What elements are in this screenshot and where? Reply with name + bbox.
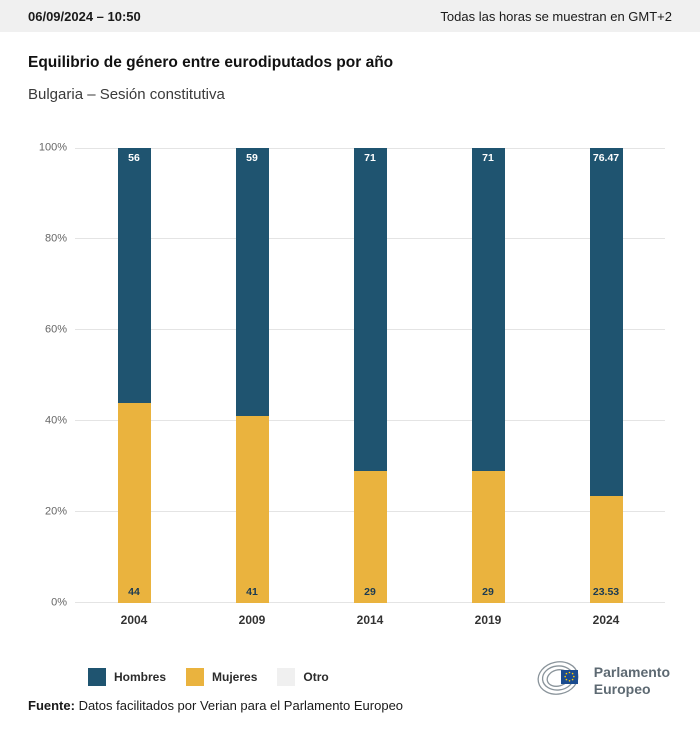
- timezone-note: Todas las horas se muestran en GMT+2: [440, 8, 672, 24]
- y-axis-tick-label: 80%: [44, 232, 67, 245]
- source-label: Fuente:: [28, 698, 75, 713]
- bar-segment-mujeres[interactable]: 41: [235, 416, 269, 603]
- bar-segment-hombres[interactable]: 56: [117, 148, 151, 403]
- eu-flag: [560, 670, 578, 684]
- bar-value-label: 71: [364, 152, 376, 164]
- x-axis-category-label: 2014: [356, 613, 384, 627]
- y-axis-tick-label: 60%: [44, 323, 67, 336]
- bar-value-label: 56: [128, 152, 140, 164]
- x-axis-category-label: 2019: [474, 613, 502, 627]
- source-text: Datos facilitados por Verian para el Par…: [74, 698, 404, 713]
- bars-row: 56 44 2004 59 41 2009 71 29 2014 71 29 2019 76.47 23.…: [75, 148, 665, 627]
- bar-value-label: 59: [246, 152, 258, 164]
- legend-item-hombres[interactable]: Hombres: [88, 668, 166, 686]
- logo-wordmark: Parlamento Europeo: [594, 664, 670, 698]
- bar-value-label: 44: [128, 586, 140, 599]
- legend-label: Otro: [303, 670, 329, 684]
- bar-segment-mujeres[interactable]: 29: [471, 471, 505, 603]
- bar-segment-hombres[interactable]: 76.47: [589, 148, 623, 496]
- x-axis-category-label: 2004: [120, 613, 148, 627]
- y-axis-tick-label: 100%: [38, 141, 67, 154]
- legend-item-otro[interactable]: Otro: [277, 668, 329, 686]
- bar-value-label: 29: [364, 586, 376, 599]
- y-axis-tick-label: 40%: [44, 414, 67, 427]
- stacked-bar-2004[interactable]: 56 44 2004: [117, 148, 151, 627]
- stacked-bar-2019[interactable]: 71 29 2019: [471, 148, 505, 627]
- plot-area: 0% 20% 40% 60% 80% 100% 56 44 2004 59 41 2009 71 29 20…: [39, 142, 665, 627]
- legend-swatch: [277, 668, 296, 686]
- bar-segment-mujeres[interactable]: 23.53: [589, 495, 623, 603]
- top-bar: 06/09/2024 – 10:50 Todas las horas se mu…: [0, 0, 700, 32]
- page-subtitle: Bulgaria – Sesión constitutiva: [28, 86, 225, 103]
- y-axis-tick-label: 20%: [44, 505, 67, 518]
- bar-value-label: 76.47: [592, 152, 620, 164]
- bar-value-label: 71: [482, 152, 494, 164]
- logo-line1: Parlamento: [593, 663, 670, 680]
- bar-segment-hombres[interactable]: 71: [353, 148, 387, 472]
- parliament-logo: Parlamento Europeo: [536, 655, 670, 706]
- page-title: Equilibrio de género entre eurodiputados…: [28, 54, 394, 71]
- stacked-bar-2009[interactable]: 59 41 2009: [235, 148, 269, 627]
- legend-swatch: [88, 668, 106, 686]
- chart-legend: Hombres Mujeres Otro: [88, 668, 329, 686]
- stacked-bar-2014[interactable]: 71 29 2014: [353, 148, 387, 627]
- legend-item-mujeres[interactable]: Mujeres: [186, 668, 257, 686]
- bar-value-label: 41: [246, 586, 258, 599]
- legend-swatch: [186, 668, 205, 686]
- logo-line2: Europeo: [593, 680, 651, 697]
- hemicycle-logo-icon: [536, 655, 586, 706]
- legend-label: Hombres: [114, 670, 167, 684]
- x-axis-category-label: 2024: [592, 613, 620, 627]
- y-axis-tick-label: 0%: [51, 596, 67, 609]
- stacked-bar-2024[interactable]: 76.47 23.53 2024: [589, 148, 623, 627]
- x-axis-category-label: 2009: [238, 613, 266, 627]
- source-note: Fuente: Datos facilitados por Verian par…: [28, 698, 403, 713]
- bar-segment-mujeres[interactable]: 44: [117, 402, 151, 603]
- bar-value-label: 23.53: [592, 586, 620, 599]
- legend-label: Mujeres: [212, 670, 258, 684]
- bar-segment-mujeres[interactable]: 29: [353, 471, 387, 603]
- datetime-label: 06/09/2024 – 10:50: [28, 8, 141, 24]
- bar-segment-hombres[interactable]: 71: [471, 148, 505, 472]
- bar-segment-hombres[interactable]: 59: [235, 148, 269, 417]
- bar-value-label: 29: [482, 586, 494, 599]
